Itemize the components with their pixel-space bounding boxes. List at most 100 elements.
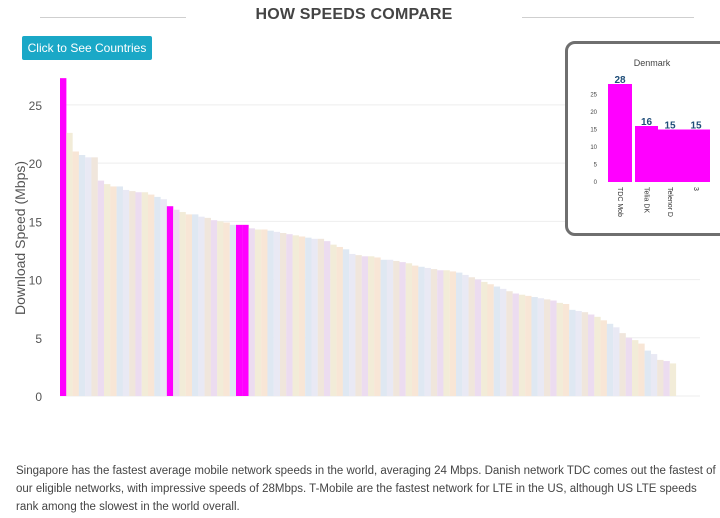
- bar[interactable]: [613, 327, 620, 396]
- bar[interactable]: [456, 272, 463, 396]
- bar[interactable]: [531, 297, 538, 396]
- bar[interactable]: [525, 295, 532, 396]
- bar[interactable]: [192, 214, 199, 396]
- bar[interactable]: [173, 209, 180, 396]
- bar[interactable]: [449, 271, 457, 396]
- bar[interactable]: [544, 299, 551, 396]
- bar[interactable]: [267, 230, 274, 396]
- popup-bar[interactable]: [682, 129, 710, 183]
- bar[interactable]: [437, 270, 444, 396]
- bar[interactable]: [368, 256, 375, 396]
- bar[interactable]: [594, 316, 601, 396]
- bar[interactable]: [248, 228, 255, 396]
- bar[interactable]: [556, 302, 563, 396]
- bar[interactable]: [204, 217, 211, 396]
- bar[interactable]: [311, 238, 318, 396]
- bar[interactable]: [280, 233, 287, 396]
- bar[interactable]: [405, 263, 413, 396]
- bar[interactable]: [261, 229, 268, 396]
- bar[interactable]: [600, 320, 607, 396]
- bar[interactable]: [506, 291, 513, 396]
- popup-bar[interactable]: [635, 126, 658, 182]
- bar[interactable]: [487, 284, 494, 396]
- bar[interactable]: [562, 304, 570, 396]
- bar[interactable]: [349, 253, 356, 396]
- bar[interactable]: [474, 279, 482, 396]
- bar[interactable]: [210, 220, 218, 396]
- bar[interactable]: [588, 314, 595, 397]
- bar[interactable]: [330, 244, 337, 396]
- bar[interactable]: [292, 235, 299, 396]
- bar[interactable]: [644, 350, 651, 396]
- bar[interactable]: [657, 359, 664, 396]
- bar[interactable]: [286, 234, 293, 396]
- bar[interactable]: [380, 259, 387, 396]
- bar[interactable]: [342, 249, 350, 396]
- bar[interactable]: [298, 236, 306, 396]
- bar[interactable]: [97, 180, 105, 396]
- bar[interactable]: [468, 277, 475, 396]
- highlighted-bar[interactable]: [236, 224, 243, 396]
- bar[interactable]: [229, 224, 237, 396]
- bar[interactable]: [78, 154, 86, 396]
- highlighted-bar[interactable]: [166, 206, 174, 396]
- bar[interactable]: [91, 157, 98, 396]
- see-countries-button[interactable]: Click to See Countries: [22, 36, 152, 60]
- bar[interactable]: [116, 186, 123, 396]
- bar[interactable]: [418, 266, 425, 396]
- bar[interactable]: [110, 186, 117, 396]
- bar[interactable]: [581, 312, 589, 396]
- bar[interactable]: [638, 343, 645, 396]
- popup-bar[interactable]: [658, 129, 682, 183]
- bar[interactable]: [625, 337, 633, 396]
- bar[interactable]: [317, 238, 325, 396]
- bar[interactable]: [217, 221, 224, 396]
- bar[interactable]: [399, 262, 406, 396]
- bar[interactable]: [135, 192, 142, 396]
- bar[interactable]: [575, 311, 582, 396]
- bar[interactable]: [669, 363, 677, 396]
- bar[interactable]: [66, 132, 73, 396]
- bar[interactable]: [500, 288, 507, 396]
- bar[interactable]: [537, 298, 545, 396]
- bar[interactable]: [650, 354, 658, 396]
- bar[interactable]: [424, 267, 431, 396]
- bar[interactable]: [443, 270, 450, 396]
- bar[interactable]: [430, 269, 438, 396]
- bar[interactable]: [141, 192, 149, 396]
- bar[interactable]: [619, 333, 626, 396]
- bar[interactable]: [361, 256, 369, 396]
- bar[interactable]: [386, 259, 394, 396]
- bar[interactable]: [393, 260, 400, 396]
- bar[interactable]: [254, 229, 262, 396]
- bar[interactable]: [122, 189, 130, 396]
- bar[interactable]: [129, 191, 136, 396]
- bar[interactable]: [512, 293, 519, 396]
- bar[interactable]: [104, 184, 111, 396]
- bar[interactable]: [493, 286, 501, 396]
- bar[interactable]: [481, 281, 488, 396]
- bar[interactable]: [412, 265, 419, 396]
- bar[interactable]: [336, 246, 343, 396]
- bar[interactable]: [305, 237, 312, 396]
- bar[interactable]: [72, 151, 79, 397]
- bar[interactable]: [324, 241, 331, 396]
- popup-bar[interactable]: [608, 84, 632, 182]
- bar[interactable]: [663, 361, 670, 396]
- bar[interactable]: [273, 231, 281, 396]
- bar[interactable]: [160, 199, 167, 396]
- bar[interactable]: [550, 300, 557, 396]
- bar[interactable]: [85, 157, 92, 396]
- bar[interactable]: [632, 340, 639, 396]
- bar[interactable]: [462, 274, 469, 396]
- bar[interactable]: [154, 196, 161, 396]
- bar[interactable]: [355, 255, 362, 396]
- bar[interactable]: [606, 323, 614, 396]
- bar[interactable]: [223, 222, 230, 396]
- bar[interactable]: [185, 214, 193, 396]
- bar[interactable]: [569, 309, 576, 396]
- bar[interactable]: [198, 216, 205, 396]
- highlighted-bar[interactable]: [242, 224, 249, 396]
- bar[interactable]: [148, 194, 155, 396]
- bar[interactable]: [374, 257, 381, 396]
